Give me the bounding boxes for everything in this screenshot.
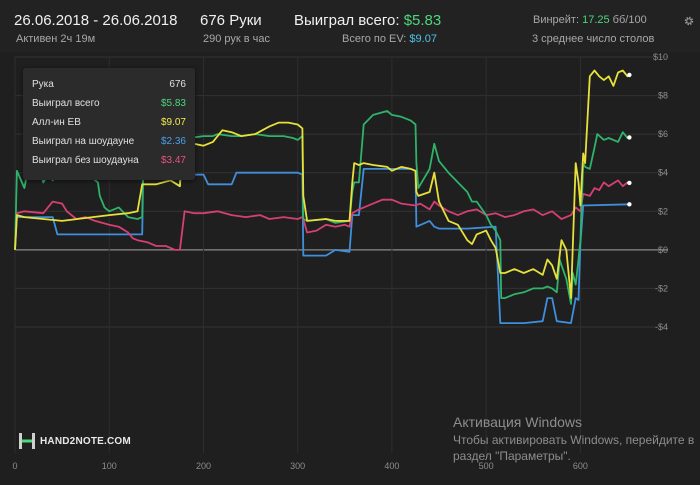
ev-total-value: $9.07 [409,33,437,45]
series-endpoint-won [627,135,632,140]
hands-count: 676 Руки [200,12,262,29]
x-tick-label: 400 [384,461,399,471]
x-tick-label: 300 [290,461,305,471]
y-tick-label: -$2 [655,283,668,293]
winrate-unit: бб/100 [609,14,647,26]
series-line-sd [14,168,630,324]
watermark-title: Активация Windows [453,414,583,430]
legend-item-nsd: Выиграл без шоудауна $3.47 [32,152,186,170]
legend-hands-value: 676 [169,79,186,90]
winrate-label: Винрейт: [533,14,583,26]
watermark-line1: Чтобы активировать Windows, перейдите в [453,433,695,447]
y-tick-label: -$4 [655,322,668,332]
y-tick-label: $8 [658,91,668,101]
gear-icon[interactable] [683,15,695,27]
winrate-value: 17.25 [582,14,610,26]
won-total: Выиграл всего: $5.83 [294,12,441,29]
chart-endpoints [627,72,632,207]
series-line-nsd [14,179,630,251]
legend-item-ev: Алл-ин EB $9.07 [32,114,186,132]
legend-hands-label: Рука [32,79,54,90]
series-endpoint-nsd [627,180,632,186]
hand2note-logo-icon [19,433,35,449]
ev-total: Всего по EV: $9.07 [342,33,437,45]
x-tick-label: 100 [102,461,117,471]
y-tick-label: $4 [658,168,668,178]
legend-tooltip: Рука 676 Выиграл всего $5.83 Алл-ин EB $… [23,68,195,180]
x-tick-label: 0 [12,461,17,471]
x-tick-label: 500 [479,461,494,471]
winrate: Винрейт: 17.25 бб/100 [533,14,647,26]
hand2note-logo-text: HAND2NOTE.COM [40,436,131,447]
x-tick-label: 200 [196,461,211,471]
legend-sd-value: $2.36 [160,136,186,147]
chart-ticks: $10 $8 $6 $4 $2 $0 -$2 -$4 0 100 200 300 400 500 600 [12,52,668,471]
y-tick-label: $2 [658,206,668,216]
date-range: 26.06.2018 - 26.06.2018 [14,12,178,29]
legend-item-sd: Выиграл на шоудауне $2.36 [32,133,186,151]
legend-won-value: $5.83 [160,98,186,109]
legend-hands-row: Рука 676 [32,76,186,94]
legend-nsd-label: Выиграл без шоудауна [32,155,139,166]
won-total-value: $5.83 [403,12,442,29]
y-tick-label: $10 [653,52,668,62]
header-bar: 26.06.2018 - 26.06.2018 Активен 2ч 19м 6… [0,0,700,52]
y-tick-label: $6 [658,129,668,139]
y-tick-label: $0 [658,245,668,255]
x-tick-label: 600 [573,461,588,471]
active-duration: Активен 2ч 19м [16,33,96,45]
chart-grid [14,56,668,453]
legend-sd-label: Выиграл на шоудауне [32,136,135,147]
profit-chart: $10 $8 $6 $4 $2 $0 -$2 -$4 0 100 200 300 400 500 600 [12,52,668,471]
legend-ev-label: Алл-ин EB [32,117,81,128]
avg-tables: 3 среднее число столов [532,33,655,45]
series-endpoint-ev [627,72,632,78]
watermark-line2: раздел "Параметры". [453,449,571,463]
series-endpoint-sd [627,202,632,207]
won-total-label: Выиграл всего: [294,12,404,29]
hands-per-hour: 290 рук в час [203,33,271,45]
legend-won-label: Выиграл всего [32,98,100,109]
legend-nsd-value: $3.47 [160,155,186,166]
legend-item-won: Выиграл всего $5.83 [32,95,186,113]
series-line-ev [14,69,630,299]
ev-total-label: Всего по EV: [342,33,410,45]
hand2note-logo: HAND2NOTE.COM [18,432,131,455]
series-line-won [14,110,630,305]
legend-ev-value: $9.07 [160,117,186,128]
